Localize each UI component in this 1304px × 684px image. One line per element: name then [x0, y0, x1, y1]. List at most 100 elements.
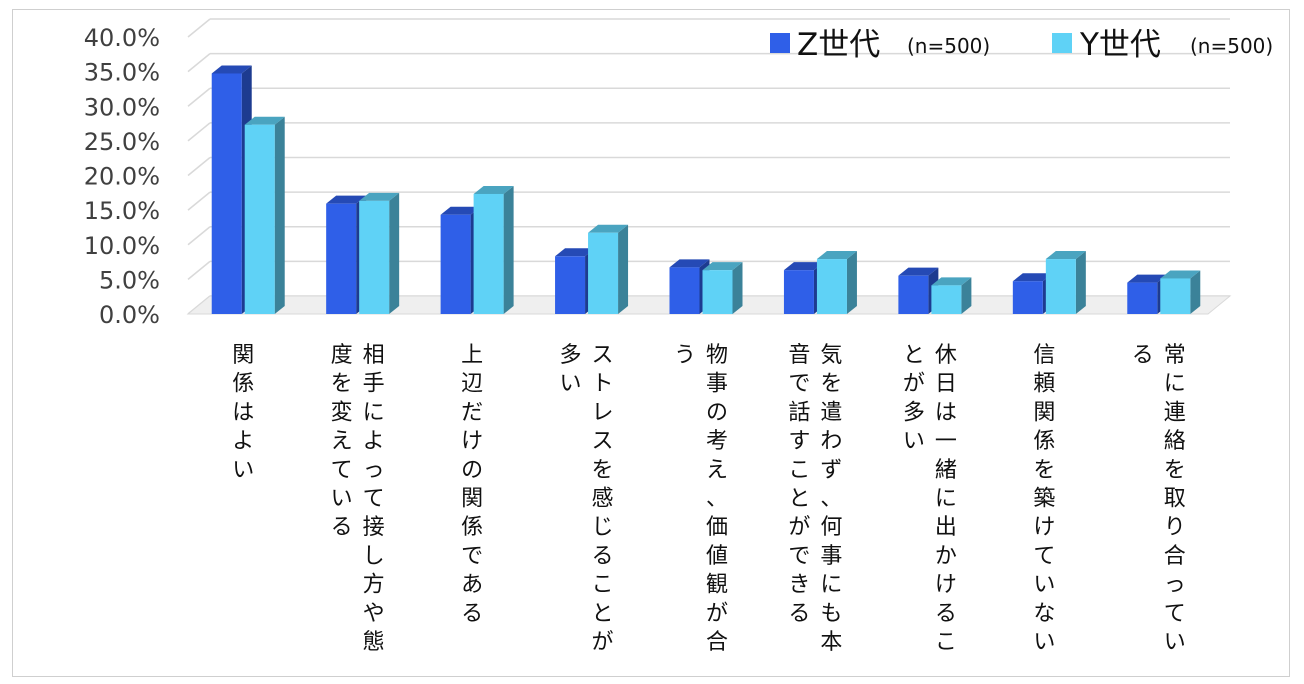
y-tick-label: 35.0%: [84, 59, 160, 87]
x-axis-labels: 関係はよい相手によって接し方や態度を変えている上辺だけの関係であるストレスを感じ…: [232, 343, 1186, 655]
y-tick-label: 20.0%: [84, 163, 160, 191]
x-category-char: る: [461, 601, 483, 626]
gridline-diag: [187, 18, 211, 38]
x-category-char: で: [788, 544, 810, 569]
x-category-char: て: [363, 487, 385, 512]
x-category-char: 事: [706, 372, 728, 397]
x-category-char: 方: [363, 573, 385, 598]
x-category-char: の: [461, 458, 483, 483]
bar-y-2: [473, 185, 514, 314]
bar-z-1: [326, 195, 367, 314]
bar-y-6: [931, 277, 972, 314]
x-category-char: る: [1132, 343, 1154, 368]
x-category-char: っ: [1164, 573, 1186, 598]
x-category-char: 信: [1033, 343, 1055, 368]
x-category-char: 常: [1164, 343, 1186, 368]
y-tick-label: 40.0%: [84, 24, 160, 52]
x-category-char: よ: [363, 429, 385, 454]
x-category-char: え: [706, 458, 728, 483]
x-category-char: こ: [935, 630, 957, 655]
legend-label-y: Y世代: [1079, 27, 1161, 63]
x-category-char: て: [1033, 544, 1055, 569]
x-category-char: 気: [820, 343, 842, 368]
bar-z-5: [783, 262, 824, 314]
x-category-char: 休: [935, 343, 957, 368]
x-category-char: 辺: [461, 372, 483, 397]
x-category-char: に: [935, 487, 957, 512]
y-tick-label: 0.0%: [99, 301, 160, 329]
x-category-char: に: [820, 573, 842, 598]
x-category-char: こ: [592, 573, 614, 598]
x-category-char: が: [706, 601, 728, 626]
x-category-char: ス: [592, 429, 614, 454]
bar-y-0: [244, 116, 285, 314]
x-category-char: 係: [1033, 429, 1055, 454]
x-category-char: 関: [461, 487, 483, 512]
x-category-char: 手: [363, 372, 385, 397]
gridline-diag: [187, 122, 211, 142]
x-category-char: を: [1164, 458, 1186, 483]
x-category-char: に: [363, 400, 385, 425]
x-category-char: 多: [560, 343, 582, 368]
x-category-char: 音: [788, 343, 810, 368]
x-category-char: じ: [592, 515, 614, 540]
x-category-char: 係: [461, 515, 483, 540]
y-tick-label: 30.0%: [84, 93, 160, 121]
x-category-char: 取: [1164, 487, 1186, 512]
x-category-char: 上: [461, 343, 483, 368]
x-category-char: ス: [592, 343, 614, 368]
x-category-char: す: [788, 429, 810, 454]
x-category-char: 接: [363, 515, 385, 540]
x-category-char: 本: [820, 630, 842, 655]
x-category-char: で: [788, 372, 810, 397]
x-category-char: の: [706, 400, 728, 425]
x-category-char: な: [1033, 601, 1055, 626]
x-category-char: 観: [706, 573, 728, 598]
y-tick-label: 10.0%: [84, 232, 160, 260]
x-category-char: わ: [820, 429, 842, 454]
x-category-char: 値: [706, 544, 728, 569]
legend: Z世代 (n=500) Y世代 (n=500): [770, 27, 1273, 63]
x-category-char: を: [331, 372, 353, 397]
x-category-char: い: [1164, 630, 1186, 655]
bar-y-7: [1045, 251, 1086, 314]
x-category-char: け: [461, 429, 483, 454]
x-category-char: 関: [1033, 400, 1055, 425]
x-category-char: と: [592, 601, 614, 626]
x-category-char: 連: [1164, 400, 1186, 425]
x-category-char: け: [935, 573, 957, 598]
x-category-char: 一: [935, 429, 957, 454]
x-category-char: が: [788, 515, 810, 540]
x-category-char: よ: [232, 429, 254, 454]
x-category-char: を: [592, 458, 614, 483]
x-category-char: 事: [820, 544, 842, 569]
x-category-char: あ: [461, 573, 483, 598]
x-category-char: 、: [820, 487, 842, 512]
legend-swatch-y: [1052, 33, 1072, 53]
x-category-char: だ: [461, 400, 483, 425]
gridline-diag: [187, 191, 211, 211]
x-category-char: し: [363, 544, 385, 569]
bars: [211, 65, 1201, 314]
x-category-char: ず: [820, 458, 842, 483]
y-tick-label: 25.0%: [84, 128, 160, 156]
legend-label-z: Z世代: [797, 27, 880, 63]
x-category-char: 度: [331, 343, 353, 368]
x-category-char: と: [903, 343, 925, 368]
x-category-char: レ: [592, 400, 614, 425]
x-category-char: が: [592, 630, 614, 655]
x-category-char: 頼: [1033, 372, 1055, 397]
x-category-char: 考: [706, 429, 728, 454]
x-category-char: る: [331, 515, 353, 540]
x-category-char: い: [903, 429, 925, 454]
x-category-char: 築: [1033, 487, 1055, 512]
x-category-char: え: [331, 429, 353, 454]
x-category-char: い: [232, 458, 254, 483]
x-category-char: 合: [706, 630, 728, 655]
